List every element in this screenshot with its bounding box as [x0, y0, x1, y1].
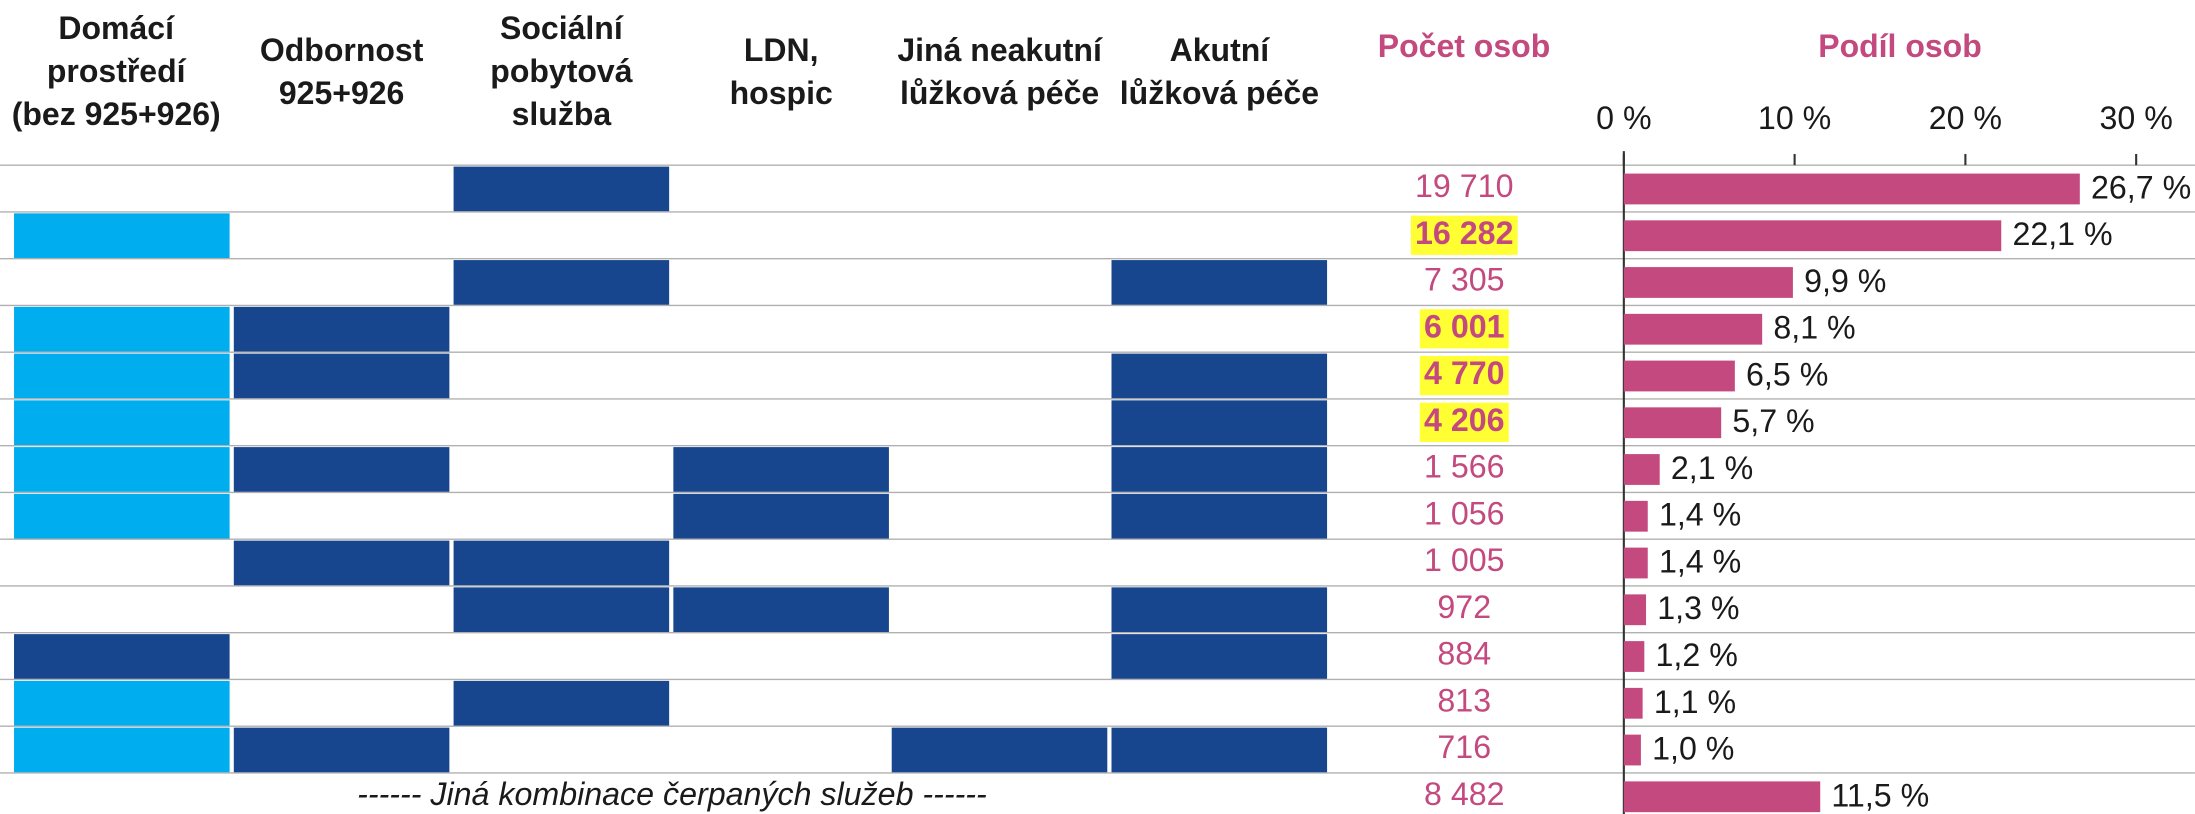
- count: 813: [1437, 682, 1491, 718]
- cell: [1111, 260, 1328, 305]
- chart-title: Podíl osob: [1818, 28, 1982, 64]
- cell: [14, 727, 230, 773]
- bar: [1623, 360, 1735, 392]
- cell: [14, 680, 230, 726]
- cell: [14, 353, 230, 399]
- x-tick-label: 20 %: [1929, 100, 2002, 136]
- cell: [1111, 400, 1328, 446]
- cell: [453, 540, 670, 586]
- value-label: 9,9 %: [1804, 263, 1886, 299]
- count: 972: [1437, 589, 1491, 625]
- bar: [1623, 313, 1763, 345]
- value-label: 6,5 %: [1746, 356, 1828, 392]
- count: 7 305: [1424, 262, 1505, 298]
- highlight: [1419, 402, 1509, 442]
- cell: [453, 166, 670, 212]
- column-header: LDN, hospic: [729, 31, 833, 111]
- cell: [453, 260, 670, 305]
- value-label: 5,7 %: [1732, 403, 1814, 439]
- cell: [673, 587, 889, 633]
- bar: [1623, 267, 1793, 298]
- x-tick-label: 30 %: [2099, 100, 2172, 136]
- highlight: [1419, 355, 1509, 396]
- cell: [1111, 353, 1328, 399]
- bar: [1623, 407, 1722, 439]
- bar: [1623, 641, 1645, 672]
- bar: [1623, 594, 1647, 626]
- count: 884: [1437, 636, 1491, 672]
- value-label: 1,1 %: [1654, 684, 1736, 720]
- cell: [453, 587, 670, 633]
- value-label: 26,7 %: [2091, 169, 2191, 205]
- cell: [233, 353, 450, 399]
- count: 8 482: [1424, 776, 1505, 812]
- x-tick-label: 0 %: [1596, 100, 1651, 136]
- bar: [1623, 547, 1648, 579]
- cell: [673, 493, 889, 539]
- other-label: ------ Jiná kombinace čerpaných služeb -…: [357, 776, 987, 812]
- value-label: 1,3 %: [1657, 590, 1739, 626]
- count: 1 056: [1424, 495, 1505, 531]
- column-header: Odbornost 925+926: [259, 31, 424, 111]
- bar: [1623, 220, 2002, 252]
- count: 716: [1437, 729, 1491, 765]
- bar: [1623, 454, 1660, 485]
- value-label: 1,2 %: [1656, 637, 1738, 673]
- value-label: 1,4 %: [1659, 497, 1741, 533]
- column-header: Domácí prostředí (bez 925+926): [11, 10, 221, 132]
- bar: [1623, 781, 1821, 813]
- cell: [14, 634, 230, 679]
- value-label: 11,5 %: [1831, 777, 1929, 813]
- count: 1 566: [1424, 449, 1505, 485]
- cell: [233, 306, 450, 352]
- value-label: 22,1 %: [2012, 216, 2112, 252]
- cell: [14, 213, 230, 258]
- cell: [14, 447, 230, 492]
- value-label: 1,0 %: [1652, 731, 1734, 767]
- cell: [14, 400, 230, 446]
- bar: [1623, 500, 1648, 532]
- count: 4 770: [1424, 355, 1505, 391]
- cell: [1111, 727, 1328, 773]
- value-label: 2,1 %: [1671, 450, 1753, 486]
- cell: [891, 727, 1108, 773]
- count: 19 710: [1415, 168, 1513, 204]
- cell: [453, 680, 670, 726]
- highlight: [1410, 215, 1518, 255]
- column-header: Sociální pobytová služba: [490, 10, 633, 132]
- cell: [1111, 634, 1328, 679]
- count: 4 206: [1424, 402, 1505, 438]
- bar: [1623, 734, 1641, 766]
- cell: [14, 493, 230, 539]
- cell: [233, 447, 450, 492]
- cell: [1111, 587, 1328, 633]
- cell: [1111, 447, 1328, 492]
- cell: [233, 540, 450, 586]
- value-label: 8,1 %: [1773, 310, 1855, 346]
- column-header: Akutní lůžková péče: [1119, 31, 1319, 111]
- bar: [1623, 173, 2080, 205]
- column-header: Jiná neakutní lůžková péče: [897, 31, 1102, 111]
- highlight: [1419, 309, 1509, 349]
- count: 16 282: [1415, 215, 1513, 251]
- value-label: 1,4 %: [1659, 543, 1741, 579]
- cell: [14, 306, 230, 352]
- count-header: Počet osob: [1377, 28, 1551, 64]
- count: 6 001: [1424, 308, 1505, 344]
- cell: [1111, 493, 1328, 539]
- bar: [1623, 687, 1643, 719]
- count: 1 005: [1424, 542, 1505, 578]
- x-tick-label: 10 %: [1758, 100, 1831, 136]
- cell: [233, 727, 450, 773]
- cell: [673, 447, 889, 492]
